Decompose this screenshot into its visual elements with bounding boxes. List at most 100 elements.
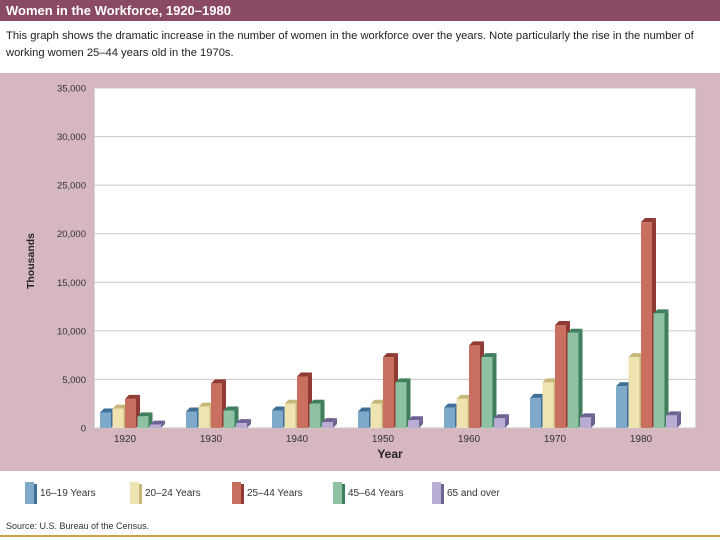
- bar: [530, 397, 541, 428]
- x-tick-label: 1970: [544, 434, 567, 445]
- legend-label: 16–19 Years: [40, 488, 96, 499]
- bar: [150, 424, 161, 428]
- bar-top: [666, 411, 681, 416]
- bar: [297, 376, 308, 428]
- bar-top: [628, 353, 644, 358]
- bar-side: [591, 413, 595, 428]
- bar: [653, 313, 665, 428]
- bar: [555, 325, 566, 428]
- bar: [198, 406, 210, 428]
- bar: [223, 410, 235, 428]
- bar-top: [481, 353, 497, 358]
- x-tick-label: 1980: [630, 434, 653, 445]
- legend-label: 20–24 Years: [145, 488, 201, 499]
- bar-top: [469, 341, 484, 346]
- bar: [395, 382, 407, 428]
- legend-label: 25–44 Years: [247, 488, 303, 499]
- x-tick-label: 1930: [200, 434, 223, 445]
- bar: [628, 357, 640, 428]
- bar: [322, 422, 333, 428]
- chart-panel: 0 5,000 10,000 15,000 20,000 25,000 30,000 35,0…: [0, 73, 720, 471]
- bar-side: [247, 419, 251, 428]
- bar: [469, 345, 480, 428]
- bar: [580, 417, 591, 428]
- bar-top: [653, 309, 669, 314]
- legend-swatch: [25, 482, 37, 504]
- bar-side: [406, 378, 411, 428]
- bar-top: [137, 412, 153, 417]
- y-tick-label: 10,000: [57, 326, 86, 337]
- bar-top: [284, 399, 300, 404]
- bar: [272, 410, 283, 428]
- bar: [641, 222, 652, 428]
- bar-top: [542, 378, 558, 383]
- y-tick-label: 0: [81, 424, 86, 435]
- bar: [567, 332, 579, 428]
- bar-top: [272, 406, 287, 411]
- bar: [481, 357, 493, 428]
- bar: [666, 415, 677, 428]
- bar-side: [333, 418, 337, 428]
- bar: [370, 403, 382, 428]
- y-tick-label: 5,000: [62, 375, 86, 386]
- bar: [112, 408, 124, 428]
- bar-top: [408, 416, 423, 421]
- bar: [236, 423, 247, 428]
- bar: [309, 403, 321, 428]
- bar-side: [419, 416, 423, 428]
- bar: [358, 411, 369, 428]
- y-tick-label: 20,000: [57, 229, 86, 240]
- bar-top: [530, 393, 545, 398]
- bar: [100, 412, 111, 428]
- bottom-rule: [0, 535, 720, 537]
- chart-legend: 16–19 Years 20–24 Years 25–44 Years 45–6…: [0, 476, 720, 512]
- bar-top: [456, 394, 472, 399]
- bar-side: [505, 414, 509, 428]
- bar-side: [664, 309, 669, 428]
- bar-top: [383, 353, 398, 358]
- bar: [542, 382, 554, 428]
- legend-label: 45–64 Years: [348, 488, 404, 499]
- bar: [186, 411, 197, 428]
- bar: [284, 403, 296, 428]
- bar-top: [112, 404, 128, 409]
- bar-top: [358, 407, 373, 412]
- source-note: Source: U.S. Bureau of the Census.: [6, 521, 150, 531]
- bar-top: [567, 328, 583, 333]
- y-axis-title: Thousands: [25, 233, 37, 289]
- bar-top: [580, 413, 595, 418]
- bar-chart: 0 5,000 10,000 15,000 20,000 25,000 30,000 35,0…: [25, 84, 697, 461]
- bar-top: [641, 218, 656, 223]
- x-tick-label: 1920: [114, 434, 137, 445]
- x-tick-label: 1960: [458, 434, 481, 445]
- bar: [383, 357, 394, 428]
- legend-swatch: [232, 482, 244, 504]
- bar-top: [309, 399, 325, 404]
- bar: [494, 418, 505, 428]
- bar-top: [616, 382, 631, 387]
- bar: [456, 398, 468, 428]
- bar-side: [677, 411, 681, 428]
- page-title: Women in the Workforce, 1920–1980: [0, 0, 720, 21]
- bar-top: [125, 394, 140, 399]
- x-tick-label: 1940: [286, 434, 309, 445]
- chart-caption: This graph shows the dramatic increase i…: [6, 30, 694, 59]
- bar-top: [322, 418, 337, 423]
- y-tick-label: 30,000: [57, 132, 86, 143]
- bar-side: [578, 328, 583, 428]
- bar-top: [297, 372, 312, 377]
- bar-side: [492, 353, 497, 428]
- x-tick-label: 1950: [372, 434, 395, 445]
- legend-swatch: [130, 482, 142, 504]
- bar-top: [494, 414, 509, 419]
- bar-top: [186, 407, 201, 412]
- legend-swatch: [333, 482, 345, 504]
- bar-top: [555, 321, 570, 326]
- bar-top: [223, 406, 239, 411]
- y-tick-label: 15,000: [57, 278, 86, 289]
- bar-top: [100, 408, 115, 413]
- bar: [408, 420, 419, 428]
- bar: [211, 383, 222, 428]
- legend-label: 65 and over: [447, 488, 500, 499]
- bar-top: [444, 403, 459, 408]
